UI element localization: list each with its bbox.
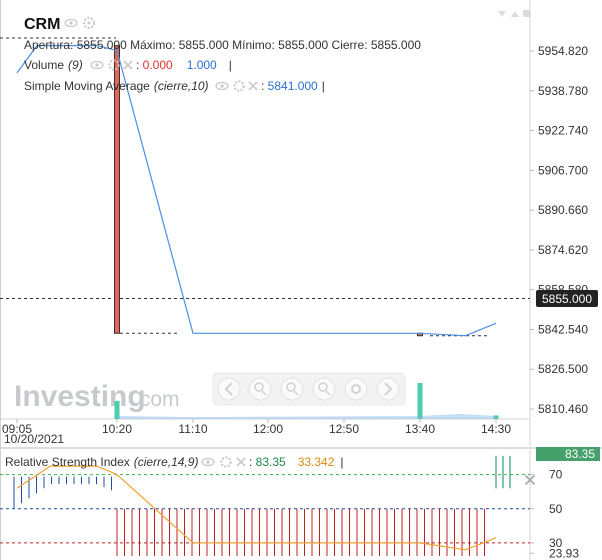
volume-bar [114,401,120,419]
rsi-signal-value: 33.342 [298,455,335,469]
time-tick-label: 12:50 [329,422,359,436]
price-layer [0,37,530,337]
rsi-gear-icon[interactable] [220,456,232,468]
rsi-value: 83.35 [256,455,286,469]
price-tick-label: 5842.540 [538,322,588,336]
watermark-suffix: .com [134,388,180,411]
sma-eye-icon[interactable] [215,81,229,91]
date-label: 10/20/2021 [4,432,64,446]
rsi-name: Relative Strength Index [5,455,130,469]
volume-area [117,414,496,419]
symbol-gear-icon[interactable] [83,17,95,29]
rsi-tick-label: 23.93 [549,546,579,560]
zoom-reset-icon[interactable] [280,377,304,401]
price-tick-label: 5874.620 [538,243,588,257]
time-tick-label: 09:05 [2,422,32,436]
sma-value: 5841.000 [268,79,318,93]
price-tick-label: 5906.700 [538,163,588,177]
sma-legend: Simple Moving Average (cierre,10) [24,79,209,93]
volume-layer [114,383,499,419]
collapse-icon[interactable] [498,11,506,17]
volume-value-2: 1.000 [187,58,217,72]
rsi-panel-close-icon[interactable] [524,474,536,486]
sma-param: (cierre,10) [154,79,209,93]
maximize-icon[interactable] [523,10,530,17]
volume-value-1: 0.000 [143,58,173,72]
investing-watermark: Investing .com [14,380,180,413]
price-tick-label: 5826.500 [538,362,588,376]
watermark-brand: Investing [14,380,146,413]
ohlc-line: Apertura: 5855.000 Máximo: 5855.000 Míni… [24,38,421,52]
symbol-eye-icon[interactable] [64,18,78,28]
sma-close-icon[interactable] [248,81,258,91]
volume-bar [493,415,499,419]
sma-values: : 5841.000 | [261,79,325,93]
rsi-tick-label: 50 [549,502,563,516]
volume-eye-icon[interactable] [90,60,104,70]
rsi-close-icon[interactable] [236,457,246,467]
rsi-badge-label: 83.35 [565,447,595,461]
rsi-param: (cierre,14,9) [134,455,199,469]
volume-param: (9) [68,58,83,72]
rsi-value-badge: 83.35 [536,447,600,461]
up-icon[interactable] [511,11,519,17]
nav-toolbar-bg [212,372,406,406]
price-tick-label: 5890.660 [538,203,588,217]
symbol-title: CRM [24,16,60,33]
volume-bar [417,383,423,419]
current-price-badge: 5855.000 [536,290,598,307]
volume-values: : 0.000 1.000 | [136,58,232,72]
rsi-legend: Relative Strength Index (cierre,14,9) [5,455,198,469]
time-tick-label: 12:00 [253,422,283,436]
rsi-tick-label: 30 [549,536,563,550]
volume-gear-icon[interactable] [108,59,120,71]
sma-name: Simple Moving Average [24,79,150,93]
candle-body [114,45,120,334]
rsi-line [16,465,497,551]
time-tick-label: 10:20 [102,422,132,436]
sma-gear-icon[interactable] [233,80,245,92]
price-tick-label: 5954.820 [538,44,588,58]
scroll-right-icon[interactable] [376,377,400,401]
scroll-left-icon[interactable] [217,377,241,401]
rsi-eye-icon[interactable] [201,457,215,467]
current-price-label: 5855.000 [542,292,592,306]
price-tick-label: 5922.740 [538,124,588,138]
settings-icon[interactable] [344,377,368,401]
chart-menu-icons[interactable] [498,10,530,17]
price-tick-label: 5810.460 [538,402,588,416]
time-tick-label: 11:10 [178,422,207,436]
volume-name: Volume [24,58,64,72]
rsi-values: : 83.35 33.342 | [249,455,344,469]
nav-toolbar [212,372,406,406]
zoom-out-icon[interactable] [248,377,272,401]
time-tick-label: 13:40 [405,422,435,436]
rsi-tick-label: 70 [549,468,563,482]
zoom-in-icon[interactable] [312,377,336,401]
volume-legend: Volume (9) [24,58,83,72]
axis-layer: 5954.820 5938.780 5922.740 5906.700 5890.660… [2,44,588,446]
time-tick-label: 14:30 [481,422,511,436]
sma-line [16,45,497,337]
price-tick-label: 5938.780 [538,84,588,98]
volume-close-icon[interactable] [123,60,133,70]
